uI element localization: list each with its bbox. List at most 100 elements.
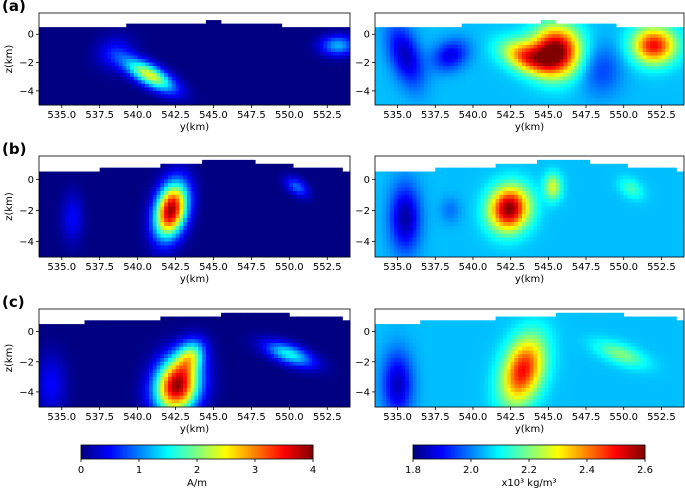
heatmap-cell [240, 175, 245, 180]
heatmap-cell [308, 69, 313, 74]
heatmap-cell [130, 175, 135, 180]
heatmap-cell [179, 175, 184, 180]
heatmap-cell [251, 90, 256, 95]
heatmap-cell [319, 87, 324, 92]
heatmap-cell [412, 41, 417, 46]
heatmap-cell [439, 94, 444, 99]
heatmap-cell [141, 97, 146, 102]
heatmap-cell [495, 73, 500, 78]
heatmap-cell [88, 97, 93, 102]
heatmap-cell [484, 80, 489, 85]
heatmap-cell [57, 187, 63, 192]
heatmap-cell [88, 34, 93, 39]
heatmap-cell [171, 210, 176, 215]
heatmap-cell [118, 218, 123, 223]
heatmap-cell [152, 62, 157, 67]
heatmap-cell [118, 237, 123, 242]
heatmap-cell [469, 44, 474, 49]
heatmap-cell [217, 187, 222, 192]
heatmap-cell [145, 80, 150, 85]
heatmap-cell [80, 30, 85, 35]
heatmap-cell [88, 55, 93, 60]
heatmap-cell [270, 59, 275, 63]
heatmap-cell [209, 198, 214, 204]
heatmap-cell [65, 194, 70, 200]
heatmap-cell [427, 59, 432, 63]
heatmap-cell [442, 55, 447, 60]
heatmap-cell [209, 171, 214, 176]
heatmap-cell [156, 80, 161, 85]
heatmap-cell [619, 44, 625, 49]
heatmap-cell [167, 73, 173, 78]
heatmap-cell [171, 194, 176, 200]
heatmap-cell [118, 225, 123, 231]
heatmap-cell [160, 27, 165, 32]
heatmap-cell [544, 44, 549, 49]
heatmap-cell [228, 241, 233, 246]
heatmap-cell [95, 190, 101, 196]
heatmap-cell [183, 62, 188, 67]
heatmap-cell [50, 30, 55, 35]
heatmap-cell [375, 76, 380, 81]
heatmap-cell [130, 229, 135, 235]
heatmap-cell [521, 76, 527, 81]
heatmap-cell [397, 94, 402, 99]
heatmap-cell [92, 210, 97, 215]
heatmap-cell [167, 225, 173, 231]
heatmap-cell [420, 73, 425, 78]
heatmap-cell [217, 66, 222, 71]
heatmap-cell [315, 44, 321, 49]
heatmap-cell [285, 73, 290, 78]
heatmap-cell [533, 44, 538, 49]
heatmap-cell [251, 62, 256, 67]
heatmap-cell [672, 34, 677, 39]
heatmap-cell [232, 222, 237, 227]
heatmap-cell [525, 76, 530, 81]
heatmap-cell [65, 87, 70, 92]
heatmap-cell [616, 62, 621, 67]
heatmap-cell [262, 66, 267, 71]
heatmap-cell [137, 34, 142, 39]
heatmap-cell [198, 198, 203, 204]
heatmap-cell [126, 27, 131, 32]
heatmap-cell [450, 76, 455, 81]
heatmap-cell [46, 30, 51, 35]
heatmap-cell [145, 222, 150, 227]
heatmap-cell [296, 34, 302, 39]
heatmap-cell [274, 55, 279, 60]
heatmap-cell [570, 62, 576, 67]
heatmap-cell [397, 51, 402, 56]
heatmap-cell [39, 44, 44, 49]
heatmap-cell [274, 76, 279, 81]
heatmap-cell [145, 194, 150, 200]
heatmap-cell [205, 90, 211, 95]
heatmap-cell [375, 34, 380, 39]
heatmap-cell [537, 51, 542, 56]
heatmap-cell [122, 214, 127, 219]
heatmap-cell [427, 41, 432, 46]
heatmap-cell [661, 27, 666, 32]
heatmap-cell [289, 51, 294, 56]
heatmap-cell [548, 101, 553, 106]
heatmap-cell [224, 222, 230, 227]
heatmap-cell [499, 90, 504, 95]
heatmap-cell [533, 41, 538, 46]
heatmap-cell [563, 27, 568, 32]
heatmap-cell [435, 76, 440, 81]
heatmap-cell [221, 194, 226, 200]
heatmap-cell [145, 218, 150, 223]
heatmap-cell [420, 37, 425, 42]
heatmap-cell [435, 87, 440, 92]
heatmap-cell [680, 97, 685, 102]
heatmap-cell [274, 41, 279, 46]
heatmap-cell [393, 66, 399, 71]
heatmap-cell [69, 187, 74, 192]
heatmap-cell [506, 30, 512, 35]
heatmap-cell [423, 69, 429, 74]
heatmap-cell [92, 190, 97, 196]
heatmap-cell [420, 66, 425, 71]
heatmap-cell [213, 20, 218, 25]
heatmap-cell [258, 87, 264, 92]
heatmap-cell [111, 183, 116, 188]
heatmap-cell [334, 41, 340, 46]
